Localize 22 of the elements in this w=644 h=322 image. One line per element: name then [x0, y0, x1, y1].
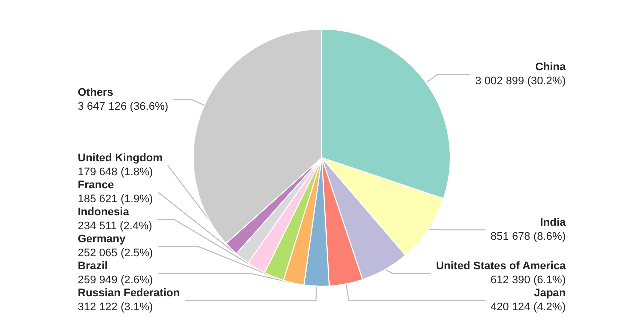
data-label: 612 390 (6.1%)	[490, 274, 566, 286]
slice-label: Indonesia	[78, 206, 130, 218]
slice-label: Germany	[78, 234, 127, 246]
data-label: 420 124 (4.2%)	[490, 302, 566, 314]
slice-label: United States of America	[436, 260, 567, 272]
data-label: 234 511 (2.4%)	[78, 220, 152, 232]
data-label: 252 065 (2.5%)	[78, 248, 154, 260]
slice-label: France	[78, 180, 114, 192]
slice-label: Japan	[534, 288, 566, 300]
data-label: 3 647 126 (36.6%)	[78, 100, 169, 113]
data-label: 851 678 (8.6%)	[490, 231, 566, 244]
slice-label: Others	[78, 86, 114, 99]
data-label: 3 002 899 (30.2%)	[475, 76, 566, 88]
data-label: 259 949 (2.6%)	[78, 274, 154, 286]
slice-label: India	[540, 217, 567, 230]
slice-label: Russian Federation	[78, 288, 180, 300]
data-label: 312 122 (3.1%)	[78, 302, 154, 314]
slice-label: China	[535, 62, 567, 74]
data-label: 179 648 (1.8%)	[78, 166, 154, 178]
slice-label: United Kingdom	[78, 152, 164, 164]
data-label: 185 621 (1.9%)	[78, 194, 154, 206]
slice-label: Brazil	[78, 260, 108, 272]
